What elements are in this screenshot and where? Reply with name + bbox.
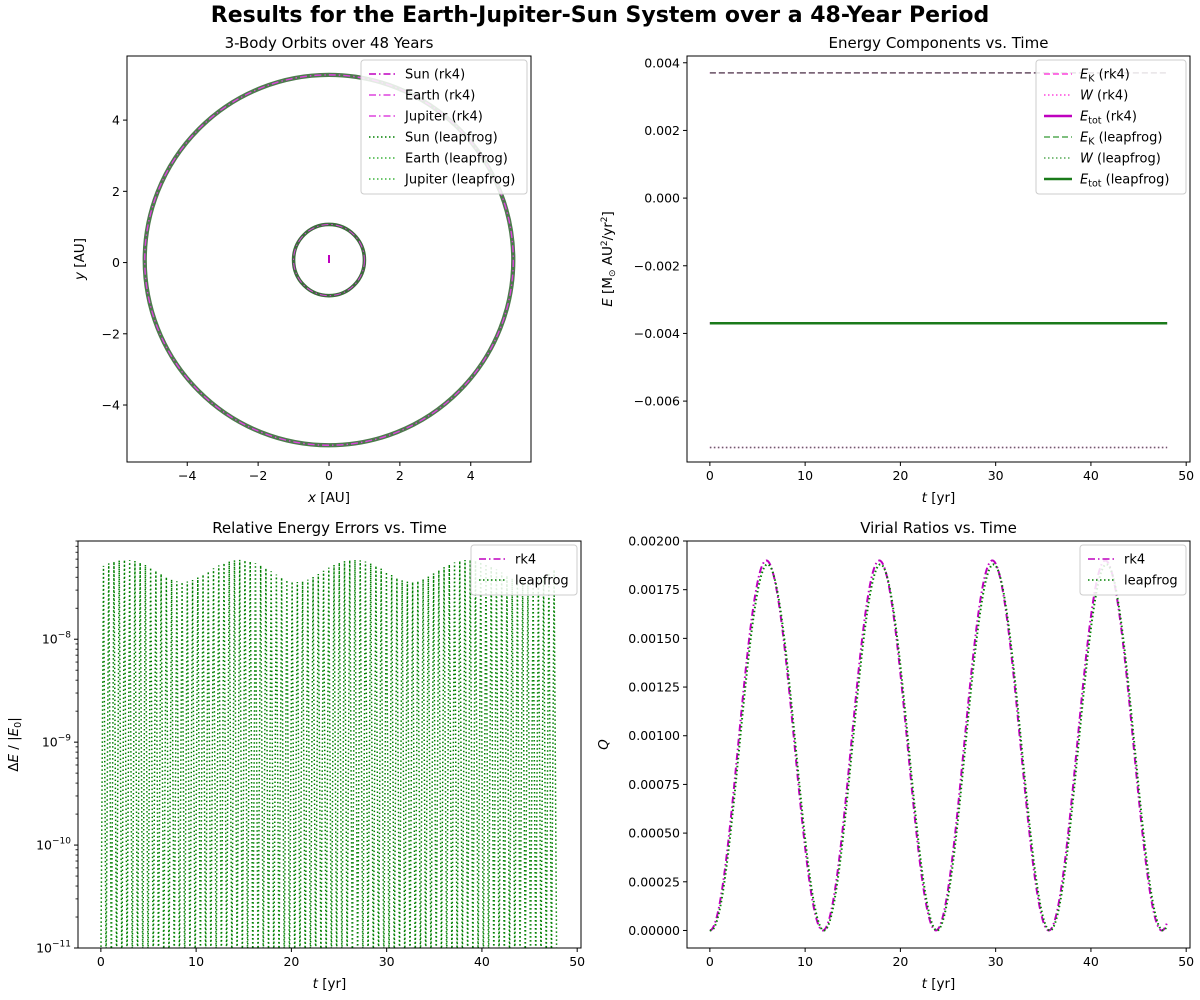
- axes-title: Virial Ratios vs. Time: [860, 519, 1017, 537]
- y-tick-label: 10−9: [42, 734, 71, 750]
- axes-title: 3-Body Orbits over 48 Years: [225, 34, 434, 52]
- y-tick-label: 10−8: [42, 631, 71, 647]
- legend-box: [1079, 544, 1187, 596]
- y-tick-label: 0.00125: [628, 680, 680, 695]
- y-tick-label: 0.00000: [628, 923, 680, 938]
- axes-title: Relative Energy Errors vs. Time: [212, 519, 447, 537]
- series-rk4: [709, 559, 1169, 932]
- y-tick-label: 0.00075: [628, 777, 680, 792]
- axes-frame: [686, 540, 1191, 949]
- y-axis-label: ΔE / |E0|: [6, 717, 24, 772]
- x-tick-label: 0: [325, 468, 333, 483]
- x-tick-label: 0: [97, 954, 105, 969]
- plot-area: [142, 72, 516, 448]
- x-tick-label: −4: [178, 468, 196, 483]
- y-tick-label: 0.00025: [628, 874, 680, 889]
- legend-label: Sun (rk4): [405, 68, 465, 83]
- panel-energy-components: Energy Components vs. Time 0 10 20 30 40 50 0.0…: [600, 34, 1194, 506]
- axes-frame: [77, 540, 582, 949]
- x-tick-label: 40: [1083, 954, 1099, 969]
- figure-suptitle: Results for the Earth-Jupiter-Sun System…: [211, 3, 990, 28]
- x-tick-label: 30: [988, 468, 1004, 483]
- legend-box: [470, 544, 578, 596]
- y-tick-label: −4: [102, 398, 120, 413]
- x-tick-label: 20: [892, 468, 908, 483]
- legend-label: EK (leapfrog): [1080, 131, 1162, 148]
- y-tick-label: 10−11: [36, 940, 71, 956]
- y-tick-label: −0.004: [634, 326, 680, 341]
- x-tick-label: 10: [797, 468, 813, 483]
- x-tick-label: 10: [797, 954, 813, 969]
- orbit-earth-rk4: [293, 223, 365, 297]
- x-tick-label: 10: [188, 954, 204, 969]
- legend-label: Sun (leapfrog): [405, 131, 498, 146]
- y-tick-label: 0: [112, 255, 120, 270]
- x-axis-label: t [yr]: [922, 976, 956, 992]
- y-axis-label: y [AU]: [72, 238, 88, 281]
- y-tick-label: 0.00175: [628, 582, 680, 597]
- x-tick-label: 40: [1083, 468, 1099, 483]
- y-tick-label: 0.00150: [628, 631, 680, 646]
- x-tick-label: 0: [706, 468, 714, 483]
- x-tick-label: 40: [474, 954, 490, 969]
- panel-orbits: 3-Body Orbits over 48 Years −4 −2 0 2 4 −4 −2 0 2…: [72, 34, 532, 506]
- legend-box: [1035, 59, 1187, 195]
- x-tick-label: 20: [283, 954, 299, 969]
- plot-area: [709, 72, 1168, 449]
- x-tick-label: 0: [706, 954, 714, 969]
- legend-label: Jupiter (rk4): [404, 110, 483, 125]
- legend-label: Jupiter (leapfrog): [404, 173, 515, 188]
- y-tick-label: 0.00100: [628, 728, 680, 743]
- y-tick-label: 0.00200: [628, 534, 680, 549]
- x-tick-label: 2: [396, 468, 404, 483]
- y-tick-label: 0.004: [644, 55, 680, 70]
- legend-label: rk4: [1124, 553, 1145, 568]
- legend-label: rk4: [515, 553, 536, 568]
- legend-box: [360, 59, 528, 195]
- y-tick-label: 0.002: [644, 123, 680, 138]
- axes-title: Energy Components vs. Time: [829, 34, 1049, 52]
- x-tick-label: 4: [467, 468, 475, 483]
- y-axis-label: E [M⊙ AU2/yr2]: [600, 211, 618, 307]
- x-tick-label: 50: [569, 954, 585, 969]
- panel-relative-energy-errors: Relative Energy Errors vs. Time 0 10 20 30 40…: [6, 519, 585, 992]
- y-tick-label: −0.002: [634, 258, 680, 273]
- x-tick-label: 20: [892, 954, 908, 969]
- x-tick-label: 30: [988, 954, 1004, 969]
- y-tick-label: 4: [112, 113, 120, 128]
- plot-area: [100, 559, 558, 948]
- x-tick-label: 50: [1178, 954, 1194, 969]
- legend-label: Earth (leapfrog): [405, 152, 508, 167]
- axes-frame: [686, 55, 1191, 463]
- y-tick-label: 10−10: [36, 837, 71, 853]
- orbit-jupiter-rk4: [144, 74, 514, 446]
- legend-label: EK (rk4): [1080, 68, 1130, 85]
- plot-area: [709, 559, 1169, 932]
- x-tick-label: 50: [1178, 468, 1194, 483]
- y-tick-label: 2: [112, 184, 120, 199]
- legend-label: leapfrog: [515, 574, 569, 589]
- x-axis-label: t [yr]: [313, 976, 347, 992]
- y-tick-label: 0.000: [644, 191, 680, 206]
- y-axis-label: Q: [596, 739, 612, 750]
- y-tick-label: −2: [102, 326, 120, 341]
- x-tick-label: −2: [249, 468, 267, 483]
- legend-label: W (rk4): [1080, 89, 1128, 104]
- y-tick-label: −0.006: [634, 394, 680, 409]
- legend-label: Earth (rk4): [405, 89, 475, 104]
- legend-label: Etot (rk4): [1080, 110, 1137, 127]
- series-leapfrog: [100, 559, 558, 948]
- series-leapfrog: [709, 563, 1169, 932]
- legend-label: leapfrog: [1124, 574, 1178, 589]
- panel-virial-ratios: Virial Ratios vs. Time 0 10 20 30 40 50 0.00000…: [596, 519, 1194, 992]
- x-axis-label: t [yr]: [922, 490, 956, 506]
- x-tick-label: 30: [379, 954, 395, 969]
- legend-label: Etot (leapfrog): [1080, 173, 1169, 190]
- x-axis-label: x [AU]: [307, 490, 350, 506]
- legend-label: W (leapfrog): [1080, 152, 1161, 167]
- y-tick-label: 0.00050: [628, 826, 680, 841]
